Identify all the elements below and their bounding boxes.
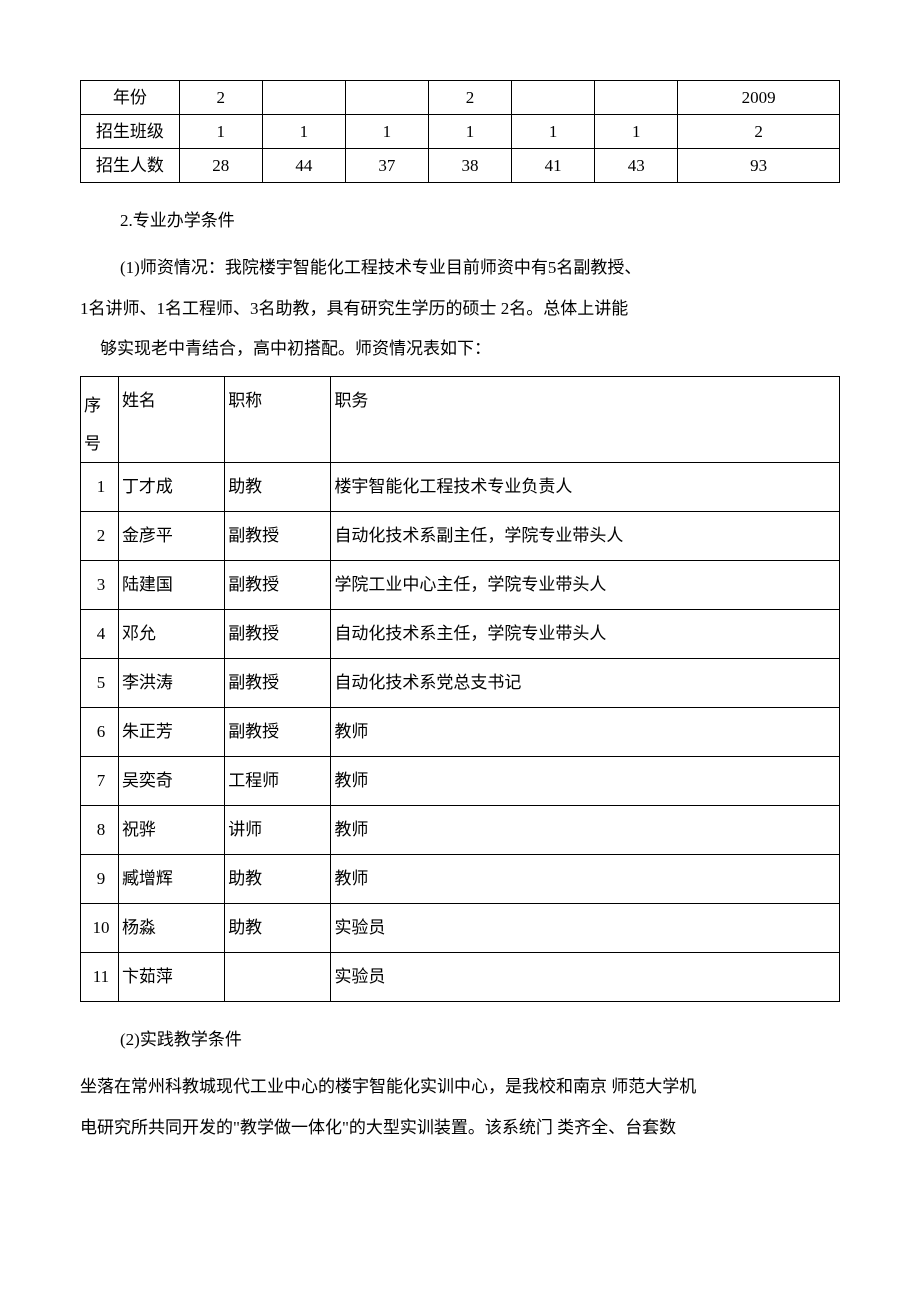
table-row: 年份 2 2 2009 [81, 81, 840, 115]
table-row: 11 卞茹萍 实验员 [81, 952, 840, 1001]
cell-title: 副教授 [225, 658, 331, 707]
cell-name: 杨淼 [118, 903, 224, 952]
cell: 93 [678, 149, 840, 183]
cell-name: 卞茹萍 [118, 952, 224, 1001]
cell-title: 助教 [225, 854, 331, 903]
cell-seq: 1 [81, 462, 119, 511]
cell-duty: 自动化技术系副主任，学院专业带头人 [331, 511, 840, 560]
cell-name: 臧增辉 [118, 854, 224, 903]
cell-seq: 7 [81, 756, 119, 805]
cell-seq: 11 [81, 952, 119, 1001]
cell [345, 81, 428, 115]
cell [595, 81, 678, 115]
table-row: 3 陆建国 副教授 学院工业中心主任，学院专业带头人 [81, 560, 840, 609]
cell-name: 丁才成 [118, 462, 224, 511]
cell: 1 [512, 115, 595, 149]
cell-duty: 教师 [331, 707, 840, 756]
cell-seq: 3 [81, 560, 119, 609]
paragraph-line: (1)师资情况：我院楼宇智能化工程技术专业目前师资中有5名副教授、 [120, 248, 840, 289]
header-seq: 序号 [81, 377, 119, 463]
table-header-row: 序号 姓名 职称 职务 [81, 377, 840, 463]
cell-duty: 楼宇智能化工程技术专业负责人 [331, 462, 840, 511]
cell: 2 [678, 115, 840, 149]
table-row: 招生班级 1 1 1 1 1 1 2 [81, 115, 840, 149]
cell [262, 81, 345, 115]
paragraph-line: 电研究所共同开发的"教学做一体化"的大型实训装置。该系统门 类齐全、台套数 [80, 1108, 840, 1149]
cell-seq: 6 [81, 707, 119, 756]
cell-seq: 2 [81, 511, 119, 560]
enrollment-table: 年份 2 2 2009 招生班级 1 1 1 1 1 1 2 招生人数 28 4… [80, 80, 840, 183]
paragraph-line: 1名讲师、1名工程师、3名助教，具有研究生学历的硕士 2名。总体上讲能 [80, 289, 840, 330]
table-row: 8 祝骅 讲师 教师 [81, 805, 840, 854]
cell-title: 副教授 [225, 609, 331, 658]
cell-title: 副教授 [225, 560, 331, 609]
row-header: 年份 [81, 81, 180, 115]
header-duty: 职务 [331, 377, 840, 463]
cell-name: 李洪涛 [118, 658, 224, 707]
cell-name: 吴奕奇 [118, 756, 224, 805]
cell-duty: 实验员 [331, 903, 840, 952]
cell [512, 81, 595, 115]
header-title: 职称 [225, 377, 331, 463]
cell-name: 邓允 [118, 609, 224, 658]
cell-title: 工程师 [225, 756, 331, 805]
cell: 44 [262, 149, 345, 183]
cell-duty: 自动化技术系主任，学院专业带头人 [331, 609, 840, 658]
cell-duty: 自动化技术系党总支书记 [331, 658, 840, 707]
row-header: 招生班级 [81, 115, 180, 149]
cell-name: 陆建国 [118, 560, 224, 609]
cell-duty: 实验员 [331, 952, 840, 1001]
cell: 41 [512, 149, 595, 183]
cell: 1 [345, 115, 428, 149]
cell-duty: 教师 [331, 805, 840, 854]
cell: 1 [262, 115, 345, 149]
cell-duty: 学院工业中心主任，学院专业带头人 [331, 560, 840, 609]
section-heading: (2)实践教学条件 [120, 1020, 840, 1061]
table-row: 6 朱正芳 副教授 教师 [81, 707, 840, 756]
cell-title: 助教 [225, 462, 331, 511]
cell: 2009 [678, 81, 840, 115]
cell: 1 [428, 115, 511, 149]
paragraph-line: 坐落在常州科教城现代工业中心的楼宇智能化实训中心，是我校和南京 师范大学机 [80, 1067, 840, 1108]
cell-title: 讲师 [225, 805, 331, 854]
cell-title: 副教授 [225, 707, 331, 756]
cell-name: 朱正芳 [118, 707, 224, 756]
table-row: 10 杨淼 助教 实验员 [81, 903, 840, 952]
paragraph-line: 够实现老中青结合，高中初搭配。师资情况表如下： [100, 329, 840, 370]
cell: 1 [179, 115, 262, 149]
cell-seq: 8 [81, 805, 119, 854]
table-row: 2 金彦平 副教授 自动化技术系副主任，学院专业带头人 [81, 511, 840, 560]
row-header: 招生人数 [81, 149, 180, 183]
cell-title [225, 952, 331, 1001]
cell-title: 副教授 [225, 511, 331, 560]
cell: 1 [595, 115, 678, 149]
faculty-table: 序号 姓名 职称 职务 1 丁才成 助教 楼宇智能化工程技术专业负责人 2 金彦… [80, 376, 840, 1002]
cell-seq: 9 [81, 854, 119, 903]
table-row: 5 李洪涛 副教授 自动化技术系党总支书记 [81, 658, 840, 707]
cell: 43 [595, 149, 678, 183]
header-name: 姓名 [118, 377, 224, 463]
cell: 28 [179, 149, 262, 183]
table-row: 招生人数 28 44 37 38 41 43 93 [81, 149, 840, 183]
table-row: 7 吴奕奇 工程师 教师 [81, 756, 840, 805]
cell-name: 祝骅 [118, 805, 224, 854]
cell-title: 助教 [225, 903, 331, 952]
cell-seq: 10 [81, 903, 119, 952]
cell-seq: 5 [81, 658, 119, 707]
cell-duty: 教师 [331, 756, 840, 805]
cell: 2 [179, 81, 262, 115]
cell: 37 [345, 149, 428, 183]
cell-seq: 4 [81, 609, 119, 658]
cell-duty: 教师 [331, 854, 840, 903]
cell: 2 [428, 81, 511, 115]
cell-name: 金彦平 [118, 511, 224, 560]
table-row: 4 邓允 副教授 自动化技术系主任，学院专业带头人 [81, 609, 840, 658]
table-row: 1 丁才成 助教 楼宇智能化工程技术专业负责人 [81, 462, 840, 511]
cell: 38 [428, 149, 511, 183]
section-heading: 2.专业办学条件 [120, 201, 840, 242]
table-row: 9 臧增辉 助教 教师 [81, 854, 840, 903]
